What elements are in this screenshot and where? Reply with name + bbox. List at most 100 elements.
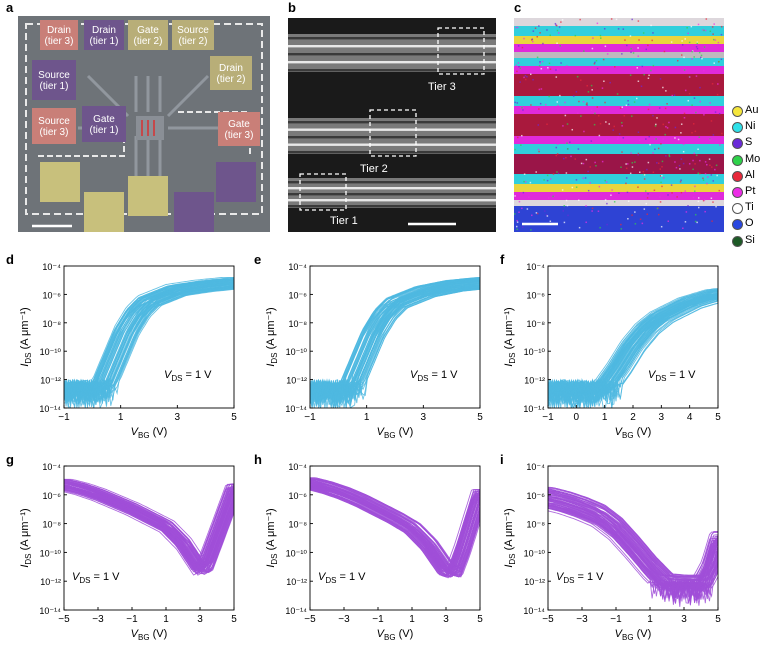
y-tick-label: 10⁻¹² bbox=[40, 376, 61, 386]
vds-annotation: VDS = 1 V bbox=[410, 369, 458, 383]
transfer-curve bbox=[64, 479, 234, 565]
y-tick-label: 10⁻¹⁴ bbox=[523, 606, 545, 616]
x-tick-label: −1 bbox=[126, 614, 138, 625]
x-tick-label: 1 bbox=[364, 412, 370, 423]
x-tick-label: −1 bbox=[58, 412, 70, 423]
y-tick-label: 10⁻¹⁰ bbox=[524, 548, 546, 558]
legend-label: Al bbox=[745, 168, 755, 181]
y-tick-label: 10⁻¹⁰ bbox=[40, 548, 62, 558]
pad-label: (tier 2) bbox=[217, 74, 246, 85]
legend-label: Pt bbox=[745, 184, 756, 197]
legend-label: Si bbox=[745, 233, 755, 246]
y-tick-label: 10⁻⁸ bbox=[288, 520, 307, 530]
panel-label-a: a bbox=[6, 0, 14, 15]
plot-frame bbox=[309, 465, 481, 611]
transfer-curve bbox=[64, 485, 234, 570]
curve-group bbox=[548, 288, 718, 408]
y-tick-label: 10⁻¹² bbox=[286, 577, 307, 587]
y-tick-label: 10⁻¹⁴ bbox=[523, 404, 545, 414]
y-tick-label: 10⁻¹⁰ bbox=[286, 347, 308, 357]
transfer-curve bbox=[64, 481, 234, 567]
plot-frame bbox=[309, 265, 481, 409]
x-tick-label: 3 bbox=[443, 614, 449, 625]
x-tick-label: 5 bbox=[477, 412, 483, 423]
legend-swatch bbox=[732, 154, 743, 166]
x-tick-label: 4 bbox=[687, 412, 693, 423]
legend-label: Au bbox=[745, 104, 759, 116]
transfer-curve bbox=[310, 288, 480, 408]
transfer-curve bbox=[310, 489, 480, 579]
y-tick-label: 10⁻⁴ bbox=[42, 462, 61, 472]
device-micrograph: Drain(tier 3)Drain(tier 1)Gate(tier 2)So… bbox=[18, 16, 270, 232]
y-tick-label: 10⁻⁴ bbox=[288, 462, 307, 472]
legend-item-o: O bbox=[732, 217, 768, 233]
x-tick-label: −1 bbox=[610, 614, 622, 625]
y-tick-label: 10⁻⁴ bbox=[288, 262, 307, 272]
element-legend: Au Ni S Mo Al Pt Ti O Si bbox=[732, 104, 768, 250]
transfer-curve bbox=[64, 282, 234, 404]
legend-item-ti: Ti bbox=[732, 201, 768, 217]
panel-label-f: f bbox=[500, 252, 505, 267]
device-pad bbox=[172, 20, 214, 50]
x-tick-label: 5 bbox=[231, 614, 237, 625]
legend-swatch bbox=[732, 122, 743, 134]
transfer-curve bbox=[548, 295, 718, 403]
device-pad bbox=[40, 20, 78, 50]
x-tick-label: −1 bbox=[304, 412, 316, 423]
transfer-curve bbox=[548, 505, 718, 601]
plot-frame bbox=[547, 465, 719, 611]
legend-swatch bbox=[732, 170, 743, 182]
y-axis-label: IDS (A μm⁻¹) bbox=[503, 508, 517, 567]
pad-label: Drain bbox=[47, 25, 71, 36]
curve-group bbox=[64, 478, 234, 576]
y-tick-label: 10⁻¹² bbox=[40, 577, 61, 587]
transfer-curve bbox=[310, 482, 480, 572]
x-axis-label: VBG (V) bbox=[615, 628, 652, 642]
chart-d: d 10⁻¹⁴ 10⁻¹² 10⁻¹⁰ 10⁻⁸ 10⁻⁶ 10⁻⁴ −1 1 3 5 VBG (V)… bbox=[6, 252, 237, 440]
plot-frame bbox=[63, 265, 235, 409]
pad-label: Source bbox=[38, 70, 70, 81]
transfer-curve bbox=[548, 487, 718, 577]
legend-label: O bbox=[745, 217, 754, 230]
pad-label: (tier 2) bbox=[179, 36, 208, 47]
curve-group bbox=[310, 477, 480, 579]
x-tick-label: −1 bbox=[372, 614, 384, 625]
y-axis-label: IDS (A μm⁻¹) bbox=[265, 508, 279, 567]
panel-label-d: d bbox=[6, 252, 14, 267]
chart-i: i 10⁻¹⁴ 10⁻¹² 10⁻¹⁰ 10⁻⁸ 10⁻⁶ 10⁻⁴ −5 −3 −1 1 3 5 VBG… bbox=[500, 452, 721, 642]
x-tick-label: 5 bbox=[231, 412, 237, 423]
legend-item-s: S bbox=[732, 136, 768, 152]
device-pad bbox=[218, 112, 260, 146]
panel-label-c: c bbox=[514, 0, 522, 15]
pad-label: (tier 1) bbox=[90, 36, 119, 47]
x-axis-label: VBG (V) bbox=[377, 628, 414, 642]
chart-h: h 10⁻¹⁴ 10⁻¹² 10⁻¹⁰ 10⁻⁸ 10⁻⁶ 10⁻⁴ −5 −3 −1 1 3 5 VBG… bbox=[254, 452, 483, 642]
y-tick-label: 10⁻⁴ bbox=[526, 462, 545, 472]
x-tick-label: −5 bbox=[542, 614, 554, 625]
transfer-curve bbox=[548, 493, 718, 582]
x-tick-label: 1 bbox=[602, 412, 608, 423]
x-tick-label: −3 bbox=[338, 614, 350, 625]
y-tick-label: 10⁻⁸ bbox=[42, 520, 61, 530]
y-tick-label: 10⁻⁶ bbox=[527, 290, 546, 300]
transfer-curve bbox=[548, 295, 718, 408]
transfer-curve bbox=[310, 277, 480, 402]
transfer-curve bbox=[64, 478, 234, 565]
pad-label: Source bbox=[38, 116, 70, 127]
y-tick-label: 10⁻¹⁰ bbox=[524, 347, 546, 357]
x-tick-label: 5 bbox=[715, 412, 721, 423]
x-tick-label: 3 bbox=[681, 614, 687, 625]
pad-label: Gate bbox=[93, 114, 115, 125]
curve-group bbox=[310, 277, 480, 408]
x-tick-label: 2 bbox=[630, 412, 636, 423]
tier-3-label: Tier 3 bbox=[428, 81, 456, 93]
legend-label: Ni bbox=[745, 120, 756, 133]
y-tick-label: 10⁻¹² bbox=[524, 376, 545, 386]
y-tick-label: 10⁻⁶ bbox=[289, 290, 308, 300]
y-tick-label: 10⁻¹² bbox=[524, 577, 545, 587]
transfer-curve bbox=[64, 286, 234, 408]
y-tick-label: 10⁻¹⁰ bbox=[286, 548, 308, 558]
vds-annotation: VDS = 1 V bbox=[72, 571, 120, 585]
eds-map bbox=[514, 18, 724, 232]
pad-label: (tier 1) bbox=[40, 81, 69, 92]
